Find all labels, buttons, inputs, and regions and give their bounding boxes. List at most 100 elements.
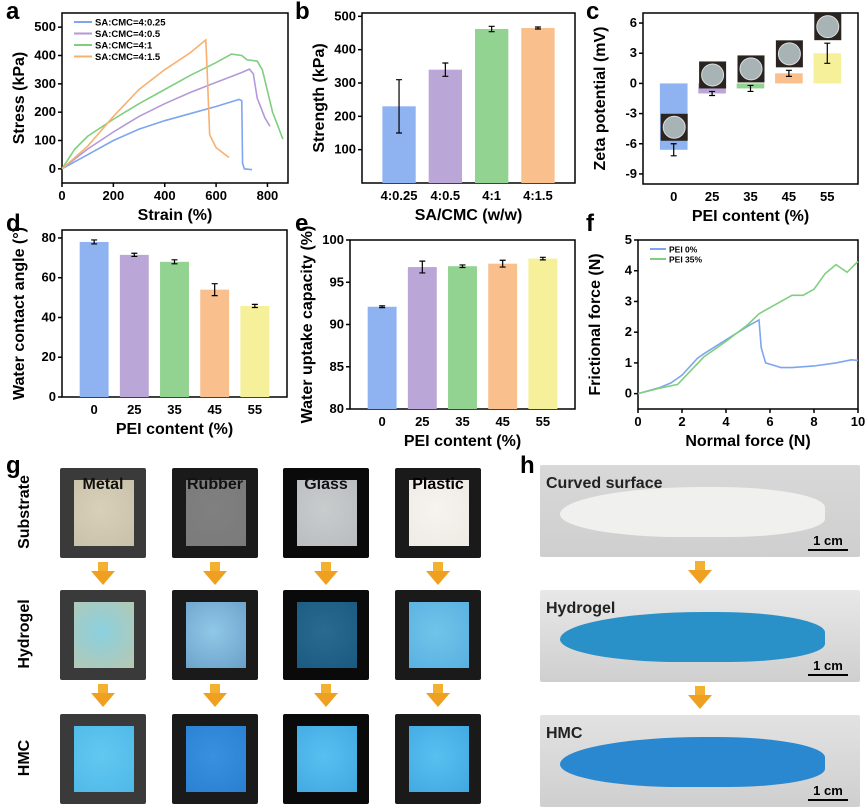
plot-frame [642, 12, 859, 185]
x-tick-label: 45 [207, 402, 221, 417]
arrow-down-icon [695, 561, 705, 570]
panel-label-d: d [6, 210, 21, 237]
plot-frame [361, 12, 576, 184]
y-tick-label: 100 [334, 142, 356, 157]
sample-photo [60, 590, 146, 680]
y-tick-label: 3 [630, 45, 637, 60]
x-axis-label: Normal force (N) [685, 433, 810, 450]
bar [119, 254, 149, 397]
y-tick-label: 0 [49, 161, 56, 176]
substrate-label: Glass [304, 476, 348, 493]
y-axis-label: Zeta potential (mV) [592, 26, 609, 170]
x-axis-label: Strain (%) [138, 207, 213, 224]
sample-photo [172, 714, 258, 804]
arrow-down-icon [321, 562, 331, 571]
bar [428, 69, 463, 183]
sample-square [297, 480, 357, 546]
scale-bar: 1 cm [808, 658, 848, 676]
legend-label: SA:CMC=4:0.5 [95, 29, 161, 40]
panel-label-e: e [295, 210, 309, 237]
plot-frame [61, 12, 289, 184]
y-tick-label: 1 [625, 355, 632, 370]
error-bar [747, 84, 754, 93]
y-tick-label: 200 [34, 104, 56, 119]
bar [160, 261, 189, 397]
error-bar [211, 283, 218, 297]
sample-square [74, 602, 134, 668]
y-tick-label: -9 [625, 166, 637, 181]
arrow-down-icon [98, 562, 108, 571]
sample-square [297, 726, 357, 792]
arrow-down-icon [426, 571, 450, 585]
x-tick-label: 25 [705, 189, 719, 204]
error-bar [534, 26, 541, 30]
arrow-down-icon [91, 571, 115, 585]
scale-bar-label: 1 cm [813, 783, 843, 798]
y-tick-label: -3 [625, 106, 637, 121]
petri-dish-icon [701, 63, 725, 87]
chart-e [346, 239, 576, 410]
y-tick-label: -6 [625, 136, 637, 151]
arrow-down-icon [203, 571, 227, 585]
chart-d [58, 229, 288, 398]
chart-b [358, 12, 576, 184]
y-tick-label: 0 [49, 389, 56, 404]
row-label: Substrate [16, 475, 33, 549]
scale-bar: 1 cm [808, 533, 848, 551]
x-tick-label: 8 [810, 414, 817, 429]
scale-bar-label: 1 cm [813, 533, 843, 548]
surface-label: HMC [546, 725, 583, 742]
error-bar [251, 303, 258, 309]
x-tick-label: 55 [820, 189, 834, 204]
sample-photo [60, 468, 146, 558]
y-tick-label: 40 [42, 309, 56, 324]
y-tick-label: 2 [625, 324, 632, 339]
sample-photo [172, 590, 258, 680]
x-tick-label: 55 [248, 402, 262, 417]
panel-label-c: c [586, 0, 600, 25]
y-tick-label: 90 [330, 317, 344, 332]
x-tick-label: 4:0.5 [431, 188, 461, 203]
y-tick-label: 80 [42, 230, 56, 245]
surface-label: Hydrogel [546, 600, 616, 617]
series-line [61, 68, 271, 170]
bar [528, 258, 558, 409]
y-tick-label: 400 [334, 42, 356, 57]
whale-model [560, 612, 825, 662]
y-axis-label: Strength (kPa) [311, 43, 328, 152]
y-tick-label: 300 [334, 75, 356, 90]
panel-label-a: a [6, 0, 20, 25]
scale-bar-label: 1 cm [813, 658, 843, 673]
bar [407, 267, 437, 409]
substrate-label: Rubber [187, 476, 243, 493]
plot-frame [637, 239, 859, 410]
sample-square [74, 726, 134, 792]
x-tick-label: 4:1.5 [523, 188, 553, 203]
x-tick-label: 4:1 [482, 188, 501, 203]
x-tick-label: 45 [495, 414, 509, 429]
x-axis-label: PEI content (%) [692, 208, 809, 225]
y-tick-label: 60 [42, 270, 56, 285]
series-line [61, 98, 253, 171]
x-axis-label: SA/CMC (w/w) [415, 207, 523, 224]
petri-dish-icon [739, 57, 763, 81]
bar [367, 306, 397, 409]
arrow-down-icon [695, 686, 705, 695]
bar [488, 263, 518, 409]
whale-photo: Curved surface 1 cm [540, 465, 860, 557]
row-label: Hydrogel [16, 599, 33, 669]
x-tick-label: 25 [127, 402, 141, 417]
sample-photo [172, 468, 258, 558]
bar [474, 29, 509, 183]
sample-photo [395, 590, 481, 680]
x-tick-label: 4 [722, 414, 730, 429]
error-bar [396, 79, 403, 134]
whale-model [560, 737, 825, 787]
y-axis-label: Water contact angle (°) [11, 227, 28, 400]
x-tick-label: 0 [379, 414, 386, 429]
arrow-down-icon [203, 693, 227, 707]
substrate-label: Plastic [412, 476, 464, 493]
petri-dish-icon [662, 115, 686, 139]
chart-c [639, 12, 859, 185]
